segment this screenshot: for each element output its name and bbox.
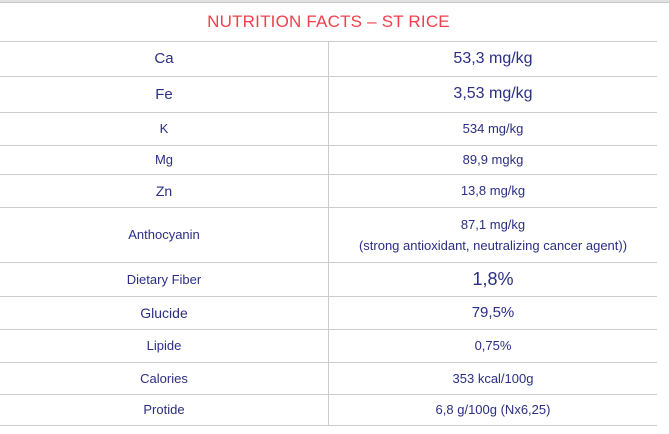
- table-row: Calories 353 kcal/100g: [0, 362, 657, 394]
- nutrient-label: Fe: [155, 85, 173, 103]
- table-row: K 534 mg/kg: [0, 112, 657, 145]
- nutrient-value: 534 mg/kg: [328, 112, 657, 145]
- nutrient-label: Anthocyanin: [128, 227, 200, 242]
- nutrient-label: Ca: [154, 50, 174, 67]
- nutrient-value: 87,1 mg/kg (strong antioxidant, neutrali…: [328, 207, 657, 262]
- nutrient-value: 79,5%: [328, 296, 657, 329]
- nutrient-label: K: [159, 121, 169, 136]
- nutrient-label: Dietary Fiber: [126, 271, 202, 287]
- nutrient-value: 53,3 mg/kg: [328, 41, 657, 76]
- nutrient-value: 13,8 mg/kg: [328, 174, 657, 207]
- table-row: Lipide 0,75%: [0, 329, 657, 362]
- table-row: Dietary Fiber 1,8%: [0, 262, 657, 296]
- nutrient-label: Calories: [140, 370, 188, 386]
- nutrient-value: 89,9 mgkg: [328, 145, 657, 174]
- nutrient-label: Mg: [154, 152, 174, 167]
- table-row: Glucide 79,5%: [0, 296, 657, 329]
- nutrient-label: Zn: [155, 182, 173, 199]
- table-row: Anthocyanin 87,1 mg/kg (strong antioxida…: [0, 207, 657, 262]
- nutrient-value-note: (strong antioxidant, neutralizing cancer…: [358, 237, 628, 253]
- top-divider: [0, 0, 669, 3]
- nutrient-value-main: 87,1 mg/kg: [460, 216, 526, 232]
- table-title: NUTRITION FACTS – ST RICE: [207, 11, 450, 31]
- table-row: Fe 3,53 mg/kg: [0, 76, 657, 112]
- nutrient-label: Protide: [143, 402, 185, 417]
- nutrition-facts-table: NUTRITION FACTS – ST RICE Ca 53,3 mg/kg …: [0, 3, 657, 426]
- table-row: Ca 53,3 mg/kg: [0, 41, 657, 76]
- nutrient-value: 0,75%: [328, 329, 657, 362]
- table-row: Protide 6,8 g/100g (Nx6,25): [0, 394, 657, 425]
- table-row: Zn 13,8 mg/kg: [0, 174, 657, 207]
- nutrient-label: Glucide: [140, 304, 188, 321]
- nutrient-value: 353 kcal/100g: [328, 362, 657, 394]
- nutrient-value: 1,8%: [328, 262, 657, 296]
- nutrient-value: 6,8 g/100g (Nx6,25): [328, 394, 657, 425]
- table-row: Mg 89,9 mgkg: [0, 145, 657, 174]
- table-header-row: NUTRITION FACTS – ST RICE: [0, 3, 657, 41]
- nutrient-label: Lipide: [146, 338, 182, 353]
- nutrient-value: 3,53 mg/kg: [328, 76, 657, 112]
